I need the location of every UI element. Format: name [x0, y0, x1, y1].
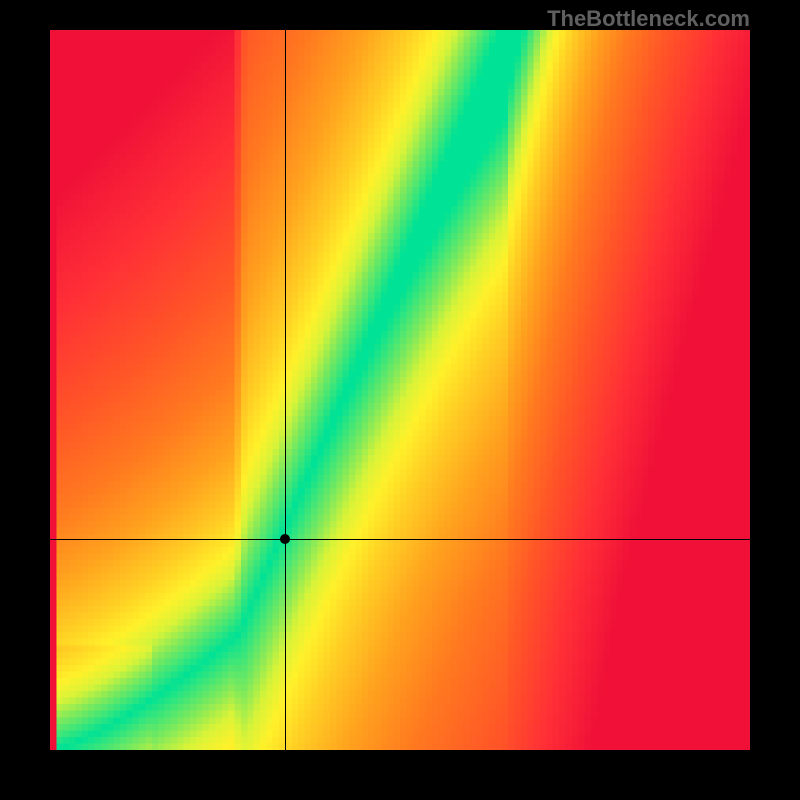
crosshair-vertical	[285, 30, 286, 750]
crosshair-horizontal	[50, 539, 750, 540]
heatmap-plot	[50, 30, 750, 750]
crosshair-marker	[280, 534, 290, 544]
watermark-text: TheBottleneck.com	[547, 6, 750, 32]
heatmap-canvas	[50, 30, 750, 750]
